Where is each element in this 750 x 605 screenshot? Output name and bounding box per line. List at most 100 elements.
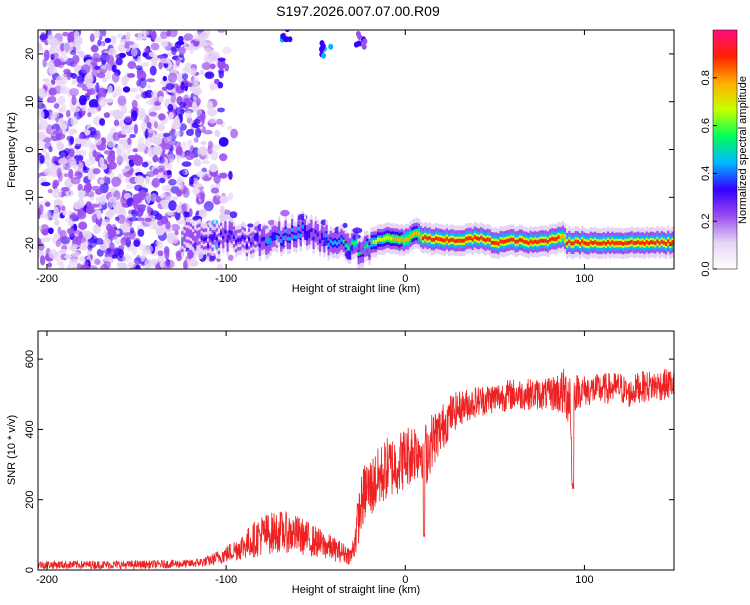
- heatmap-cell: [619, 241, 623, 245]
- heatmap-cell: [441, 238, 444, 242]
- heatmap-cell: [173, 116, 181, 127]
- heatmap-cell: [163, 132, 170, 137]
- heatmap-cell: [152, 168, 159, 175]
- heatmap-cell: [48, 249, 58, 259]
- heatmap-cell: [203, 129, 213, 135]
- heatmap-cell: [56, 198, 61, 206]
- heatmap-cell: [137, 204, 147, 209]
- heatmap-cell: [159, 261, 165, 268]
- heatmap-cell: [185, 151, 195, 161]
- heatmap-cell: [111, 223, 117, 233]
- heatmap-cell: [44, 49, 50, 61]
- colorbar-tick-label: 0.0: [700, 261, 712, 276]
- heatmap-cell: [146, 78, 156, 83]
- heatmap-cell: [39, 154, 45, 164]
- heatmap-x-label: Height of straight line (km): [292, 283, 420, 295]
- heatmap-cell: [69, 160, 77, 168]
- heatmap-cell: [540, 238, 543, 243]
- heatmap-cell: [181, 140, 187, 150]
- heatmap-cell: [135, 65, 143, 71]
- heatmap-cell: [351, 241, 354, 246]
- heatmap-cell: [217, 81, 224, 89]
- heatmap-cell: [170, 93, 176, 104]
- heatmap-cell: [152, 224, 157, 230]
- heatmap-cell: [180, 81, 185, 91]
- heatmap-cell: [630, 239, 633, 244]
- heatmap-cell: [67, 128, 78, 135]
- heatmap-cell: [64, 173, 69, 178]
- heatmap-cell: [219, 153, 228, 162]
- heatmap-cell: [428, 235, 431, 240]
- heatmap-cell: [551, 236, 554, 241]
- heatmap-cell: [604, 241, 608, 246]
- heatmap-cell: [170, 223, 181, 232]
- heatmap-cell: [325, 233, 328, 238]
- heatmap-cell: [123, 44, 130, 49]
- snr-x-tick-label: 0: [402, 574, 408, 586]
- heatmap-cell: [366, 243, 369, 248]
- heatmap-cell: [38, 93, 47, 99]
- heatmap-cell: [69, 148, 75, 158]
- heatmap-cell: [160, 199, 171, 207]
- heatmap-cell: [131, 245, 137, 256]
- heatmap-cell: [583, 241, 586, 245]
- heatmap-cell: [127, 155, 136, 160]
- heatmap-cell: [280, 209, 290, 217]
- heatmap-cell: [157, 250, 164, 257]
- heatmap-cell: [159, 193, 167, 199]
- heatmap-y-ticks: -20 -10 0 10 20: [24, 48, 674, 253]
- heatmap-cell: [96, 248, 104, 257]
- heatmap-cell: [63, 68, 71, 74]
- heatmap-cell: [46, 162, 57, 170]
- heatmap-cell: [68, 168, 74, 180]
- heatmap-cell: [40, 224, 50, 235]
- heatmap-cell: [54, 220, 60, 226]
- heatmap-cell: [203, 201, 214, 212]
- heatmap-cell: [214, 129, 221, 137]
- heatmap-cell: [94, 237, 104, 245]
- heatmap-cell: [237, 238, 240, 242]
- heatmap-cell: [137, 189, 147, 201]
- heatmap-cell: [361, 43, 367, 50]
- heatmap-cell: [52, 130, 58, 135]
- heatmap-cell: [355, 240, 358, 244]
- heatmap-cell: [107, 187, 115, 192]
- heatmap-cell: [609, 241, 612, 246]
- heatmap-cell: [293, 234, 296, 239]
- heatmap-cell: [75, 142, 82, 149]
- heatmap-cell: [90, 185, 101, 191]
- heatmap-cell: [352, 227, 363, 234]
- heatmap-cell: [220, 231, 223, 236]
- heatmap-cell: [308, 232, 311, 236]
- heatmap-cell: [183, 211, 189, 218]
- heatmap-cell: [62, 31, 70, 37]
- heatmap-cell: [122, 86, 131, 93]
- heatmap-cell: [490, 240, 494, 245]
- heatmap-cell: [42, 236, 51, 242]
- heatmap-cell: [112, 92, 117, 99]
- heatmap-cell: [94, 138, 102, 146]
- heatmap-cell: [165, 220, 171, 230]
- heatmap-cell: [151, 177, 160, 188]
- heatmap-cell: [78, 231, 83, 240]
- heatmap-cell: [469, 236, 472, 240]
- heatmap-cell: [230, 231, 234, 235]
- heatmap-cell: [42, 78, 51, 83]
- snr-y-label: SNR (10 * v/v): [6, 415, 18, 485]
- heatmap-cell: [617, 241, 620, 245]
- heatmap-cell: [128, 217, 138, 222]
- heatmap-cell: [402, 238, 406, 243]
- heatmap-y-tick-label: 0: [24, 146, 36, 152]
- heatmap-cell: [185, 110, 193, 119]
- heatmap-cell: [129, 134, 136, 138]
- snr-line-marks: [38, 368, 674, 570]
- heatmap-cell: [143, 244, 154, 254]
- heatmap-cell: [147, 128, 154, 134]
- heatmap-cell: [146, 205, 152, 214]
- heatmap-cell: [137, 228, 145, 237]
- heatmap-cell: [647, 241, 651, 246]
- heatmap-cell: [76, 75, 85, 84]
- heatmap-cell: [196, 233, 199, 237]
- heatmap-cell: [40, 255, 46, 266]
- heatmap-cell: [70, 176, 81, 185]
